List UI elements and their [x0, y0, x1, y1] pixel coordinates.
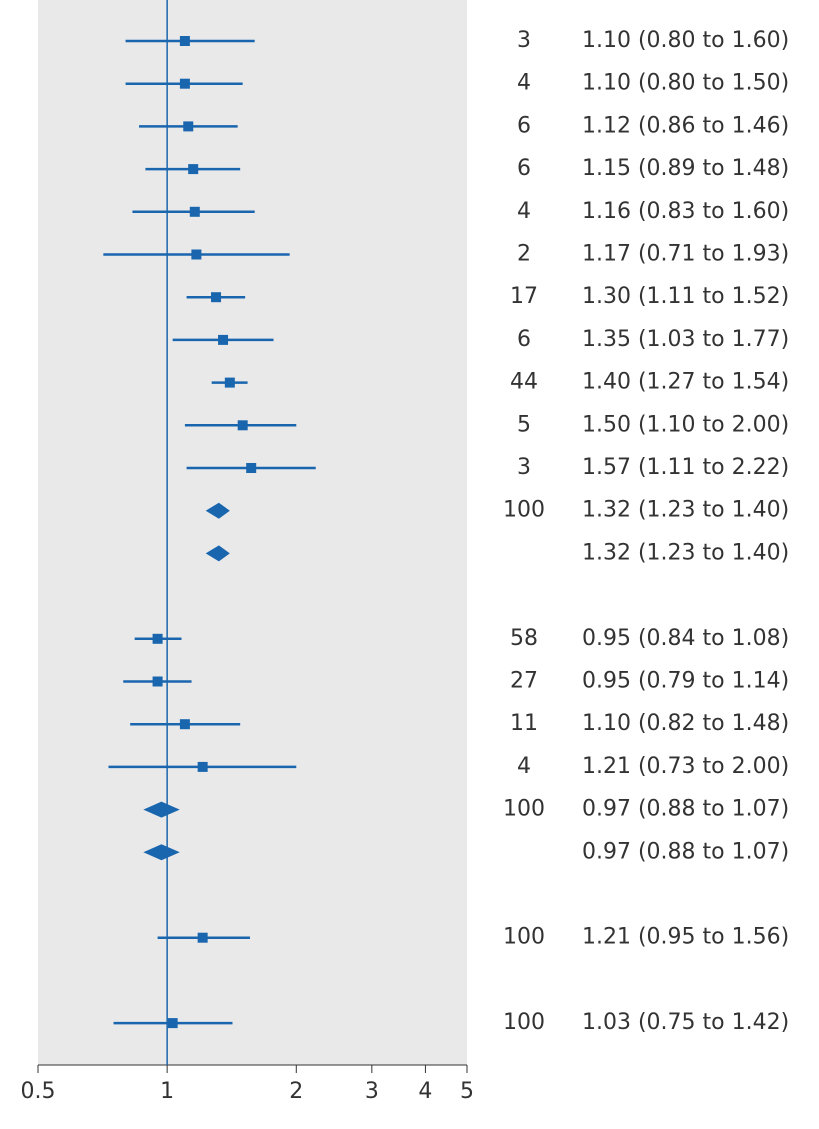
weight-label: 58: [510, 626, 538, 651]
point-estimate: [237, 420, 248, 431]
pooled-estimate: [143, 801, 180, 818]
x-tick-label: 3: [365, 1079, 379, 1104]
weight-label: 44: [510, 370, 538, 395]
weight-label: 6: [517, 113, 531, 138]
point-estimate: [152, 676, 163, 687]
estimate-label: 1.03 (0.75 to 1.42): [582, 1010, 789, 1035]
estimate-label: 0.95 (0.79 to 1.14): [582, 669, 789, 694]
estimate-label: 1.10 (0.80 to 1.50): [582, 71, 789, 96]
estimate-label: 1.35 (1.03 to 1.77): [582, 327, 789, 352]
point-estimate: [211, 292, 222, 303]
point-estimate: [188, 164, 199, 175]
estimate-label: 0.95 (0.84 to 1.08): [582, 626, 789, 651]
weight-label: 11: [510, 711, 538, 736]
estimate-label: 1.10 (0.80 to 1.60): [582, 28, 789, 53]
weight-label: 100: [503, 925, 545, 950]
weight-label: 100: [503, 498, 545, 523]
x-tick-label: 4: [418, 1079, 432, 1104]
estimate-label: 1.50 (1.10 to 2.00): [582, 412, 789, 437]
point-estimate: [183, 121, 194, 132]
weight-label: 4: [517, 71, 531, 96]
weight-label: 3: [517, 455, 531, 480]
point-estimate: [167, 1018, 178, 1029]
weight-label: 5: [517, 412, 531, 437]
weight-label: 4: [517, 754, 531, 779]
estimate-label: 1.15 (0.89 to 1.48): [582, 156, 789, 181]
weight-label: 17: [510, 284, 538, 309]
weight-label: 3: [517, 28, 531, 53]
estimate-label: 1.21 (0.73 to 2.00): [582, 754, 789, 779]
point-estimate: [197, 761, 208, 772]
estimate-label: 1.32 (1.23 to 1.40): [582, 540, 789, 565]
x-tick-label: 1: [160, 1079, 174, 1104]
weight-label: 100: [503, 1010, 545, 1035]
point-estimate: [179, 719, 190, 730]
estimate-label: 0.97 (0.88 to 1.07): [582, 797, 789, 822]
x-tick-label: 2: [289, 1079, 303, 1104]
point-estimate: [152, 633, 163, 644]
estimate-label: 0.97 (0.88 to 1.07): [582, 839, 789, 864]
pooled-estimate: [205, 502, 230, 519]
x-tick-label: 5: [460, 1079, 474, 1104]
weight-label: 4: [517, 199, 531, 224]
point-estimate: [189, 206, 200, 217]
weight-label: 2: [517, 242, 531, 267]
plot-panel: [38, 0, 467, 1065]
estimate-label: 1.12 (0.86 to 1.46): [582, 113, 789, 138]
pooled-estimate: [205, 545, 230, 562]
estimate-label: 1.40 (1.27 to 1.54): [582, 370, 789, 395]
estimate-label: 1.17 (0.71 to 1.93): [582, 242, 789, 267]
point-estimate: [218, 334, 229, 345]
weight-label: 27: [510, 669, 538, 694]
point-estimate: [179, 78, 190, 89]
weight-label: 100: [503, 797, 545, 822]
estimate-label: 1.30 (1.11 to 1.52): [582, 284, 789, 309]
point-estimate: [224, 377, 235, 388]
x-tick-label: 0.5: [21, 1079, 56, 1104]
estimate-label: 1.16 (0.83 to 1.60): [582, 199, 789, 224]
point-estimate: [191, 249, 202, 260]
point-estimate: [179, 36, 190, 46]
estimate-label: 1.57 (1.11 to 2.22): [582, 455, 789, 480]
pooled-estimate: [143, 844, 180, 861]
weight-label: 6: [517, 327, 531, 352]
estimate-label: 1.32 (1.23 to 1.40): [582, 498, 789, 523]
point-estimate: [197, 932, 208, 943]
point-estimate: [246, 463, 257, 473]
estimate-label: 1.10 (0.82 to 1.48): [582, 711, 789, 736]
estimate-label: 1.21 (0.95 to 1.56): [582, 925, 789, 950]
weight-label: 6: [517, 156, 531, 181]
